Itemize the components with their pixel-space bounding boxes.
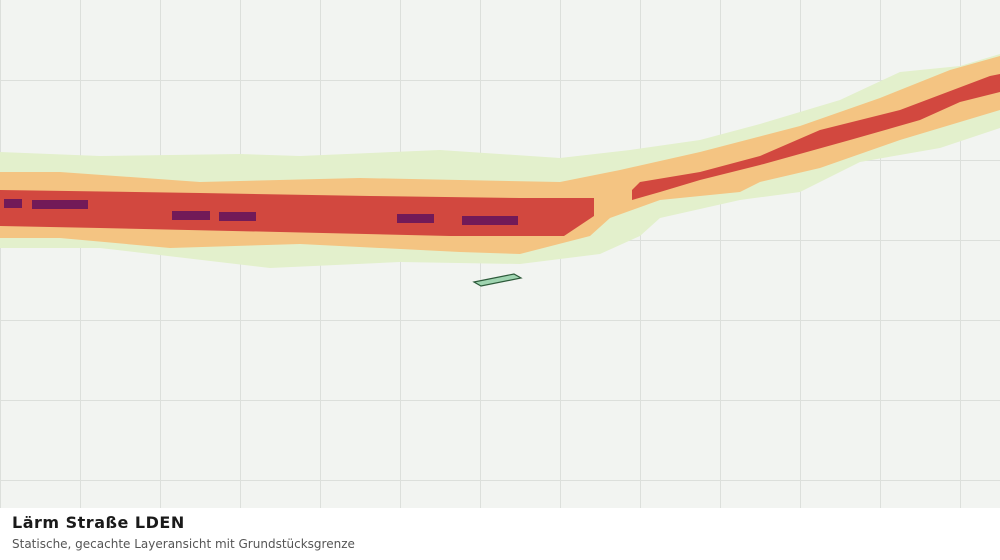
noise-zone-very-high — [397, 214, 434, 223]
noise-zone-very-high — [4, 199, 22, 208]
caption: Lärm Straße LDEN Statische, gecachte Lay… — [0, 508, 1000, 560]
noise-zone-high — [0, 190, 594, 236]
noise-zone-very-high — [172, 211, 210, 220]
map-subtitle: Statische, gecachte Layeransicht mit Gru… — [12, 537, 355, 551]
parcel-boundary[interactable] — [472, 273, 523, 287]
noise-zone-very-high — [462, 216, 518, 225]
noise-zone-high — [632, 74, 1000, 200]
map — [0, 0, 1000, 508]
noise-zone-very-high — [32, 200, 88, 209]
noise-zone-very-high — [4, 199, 518, 225]
noise-zone-very-high — [219, 212, 256, 221]
map-title: Lärm Straße LDEN — [12, 513, 185, 532]
